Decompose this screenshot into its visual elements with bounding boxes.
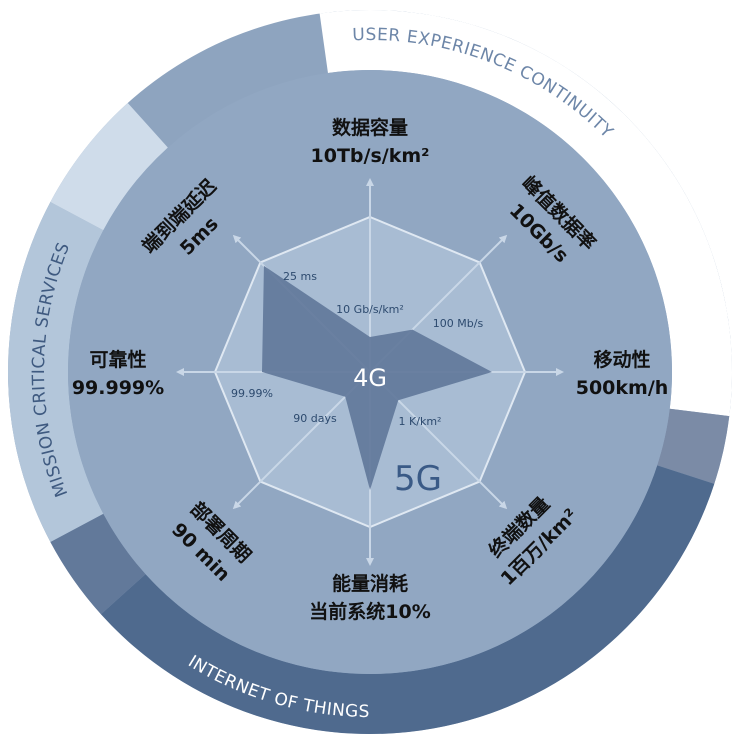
ring-segment bbox=[50, 102, 168, 231]
baseline-label: 10 Gb/s/km² bbox=[336, 303, 404, 316]
axis-label: 可靠性 99.999% bbox=[72, 348, 164, 399]
axis-target: 99.999% bbox=[72, 377, 164, 399]
baseline-label: 99.99% bbox=[231, 387, 273, 400]
baseline-label: 90 days bbox=[293, 412, 337, 425]
ring-segment bbox=[319, 9, 733, 417]
axis-name: 数据容量 bbox=[332, 116, 408, 139]
axis-target: 当前系统10% bbox=[309, 600, 430, 623]
axis-label: 移动性 500km/h bbox=[576, 348, 669, 399]
baseline-label: 25 ms bbox=[283, 270, 317, 283]
axis-name: 可靠性 bbox=[89, 348, 146, 371]
baseline-label: 100 Mb/s bbox=[433, 317, 484, 330]
ring-segment bbox=[657, 408, 730, 484]
4g-shape bbox=[262, 265, 492, 490]
baseline-label: 1 K/km² bbox=[399, 415, 442, 428]
axis-name: 能量消耗 bbox=[332, 572, 408, 595]
axis-label: 数据容量 10Tb/s/km² bbox=[311, 116, 430, 167]
ring-segment bbox=[8, 202, 104, 542]
ring-segment bbox=[100, 465, 715, 735]
center-new: 5G bbox=[394, 459, 442, 499]
ring-segment bbox=[50, 513, 146, 615]
axis-name: 移动性 bbox=[593, 348, 650, 371]
center-old: 4G bbox=[353, 364, 387, 392]
axis-target: 500km/h bbox=[576, 377, 669, 399]
axis-target: 10Tb/s/km² bbox=[311, 145, 430, 167]
